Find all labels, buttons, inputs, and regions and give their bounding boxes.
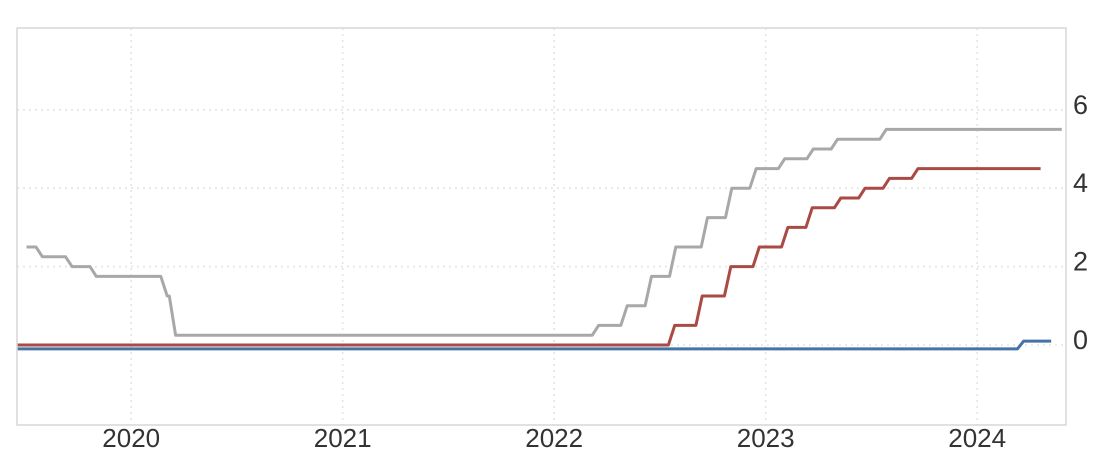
- grid-layer: [17, 28, 1066, 425]
- x-axis-label: 2020: [102, 423, 160, 453]
- axis-label-layer: 2020 2021 2022 2023 2024 0 2 4 6: [102, 90, 1088, 453]
- y-axis-label: 2: [1073, 247, 1088, 277]
- red-line-series: [17, 167, 1041, 347]
- y-axis-label: 0: [1073, 325, 1088, 355]
- x-axis-label: 2023: [737, 423, 795, 453]
- y-axis-label: 4: [1073, 168, 1088, 198]
- x-axis-label: 2024: [948, 423, 1006, 453]
- gray-line-series: [26, 127, 1062, 337]
- x-axis-label: 2021: [314, 423, 372, 453]
- blue-line-series: [17, 339, 1052, 351]
- series-layer: [17, 127, 1062, 351]
- y-axis-label: 6: [1073, 90, 1088, 120]
- x-axis-label: 2022: [525, 423, 583, 453]
- plot-border: [16, 27, 1067, 426]
